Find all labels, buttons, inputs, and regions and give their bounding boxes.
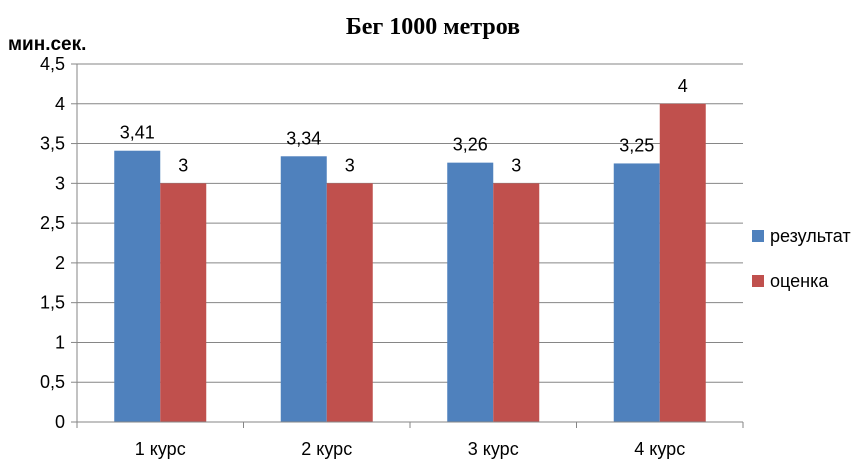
x-axis-ticks: 1 курс 2 курс 3 курс 4 курс [76,422,744,459]
bar-оценка-4 [659,103,706,423]
data-label: 3 [178,155,188,175]
data-label: 3,26 [453,135,488,155]
x-tick-label: 4 курс [634,439,685,459]
x-tick-label: 1 курс [135,439,186,459]
data-label: 3,41 [120,123,155,143]
data-label: 3,25 [619,135,654,155]
bar-оценка-2 [326,183,373,422]
y-tick-label: 1 [55,332,65,352]
y-tick-label: 0 [55,412,65,432]
x-tick-label: 2 курс [301,439,352,459]
bar-результат-1 [114,150,161,422]
y-tick-label: 2,5 [40,213,65,233]
x-tick-label: 3 курс [468,439,519,459]
y-tick-label: 3,5 [40,134,65,154]
data-label: 3 [511,155,521,175]
bar-результат-2 [280,156,327,423]
bar-результат-3 [447,162,494,422]
y-tick-label: 0,5 [40,372,65,392]
y-tick-label: 4,5 [40,54,65,74]
y-tick-label: 1,5 [40,293,65,313]
data-label: 3 [345,155,355,175]
legend-swatch [752,275,764,287]
y-axis-ticks: 0 0,5 1 1,5 2 2,5 3 3,5 4 4,5 [40,54,77,432]
chart-title: Бег 1000 метров [346,14,520,40]
data-labels: 3,41 3 3,34 3 3,26 3 3,25 4 [120,76,688,176]
bar-результат-4 [613,163,660,422]
data-label: 3,34 [286,128,321,148]
bar-оценка-3 [493,183,540,422]
bars [114,103,706,423]
y-tick-label: 2 [55,253,65,273]
legend-label: оценка [770,271,829,291]
y-tick-label: 3 [55,173,65,193]
legend: результат оценка [752,226,851,291]
legend-swatch [752,230,764,242]
y-tick-label: 4 [55,94,65,114]
data-label: 4 [678,76,688,96]
y-axis-unit-label: мин.сек. [8,34,86,55]
legend-label: результат [770,226,851,246]
bar-оценка-1 [160,183,207,422]
